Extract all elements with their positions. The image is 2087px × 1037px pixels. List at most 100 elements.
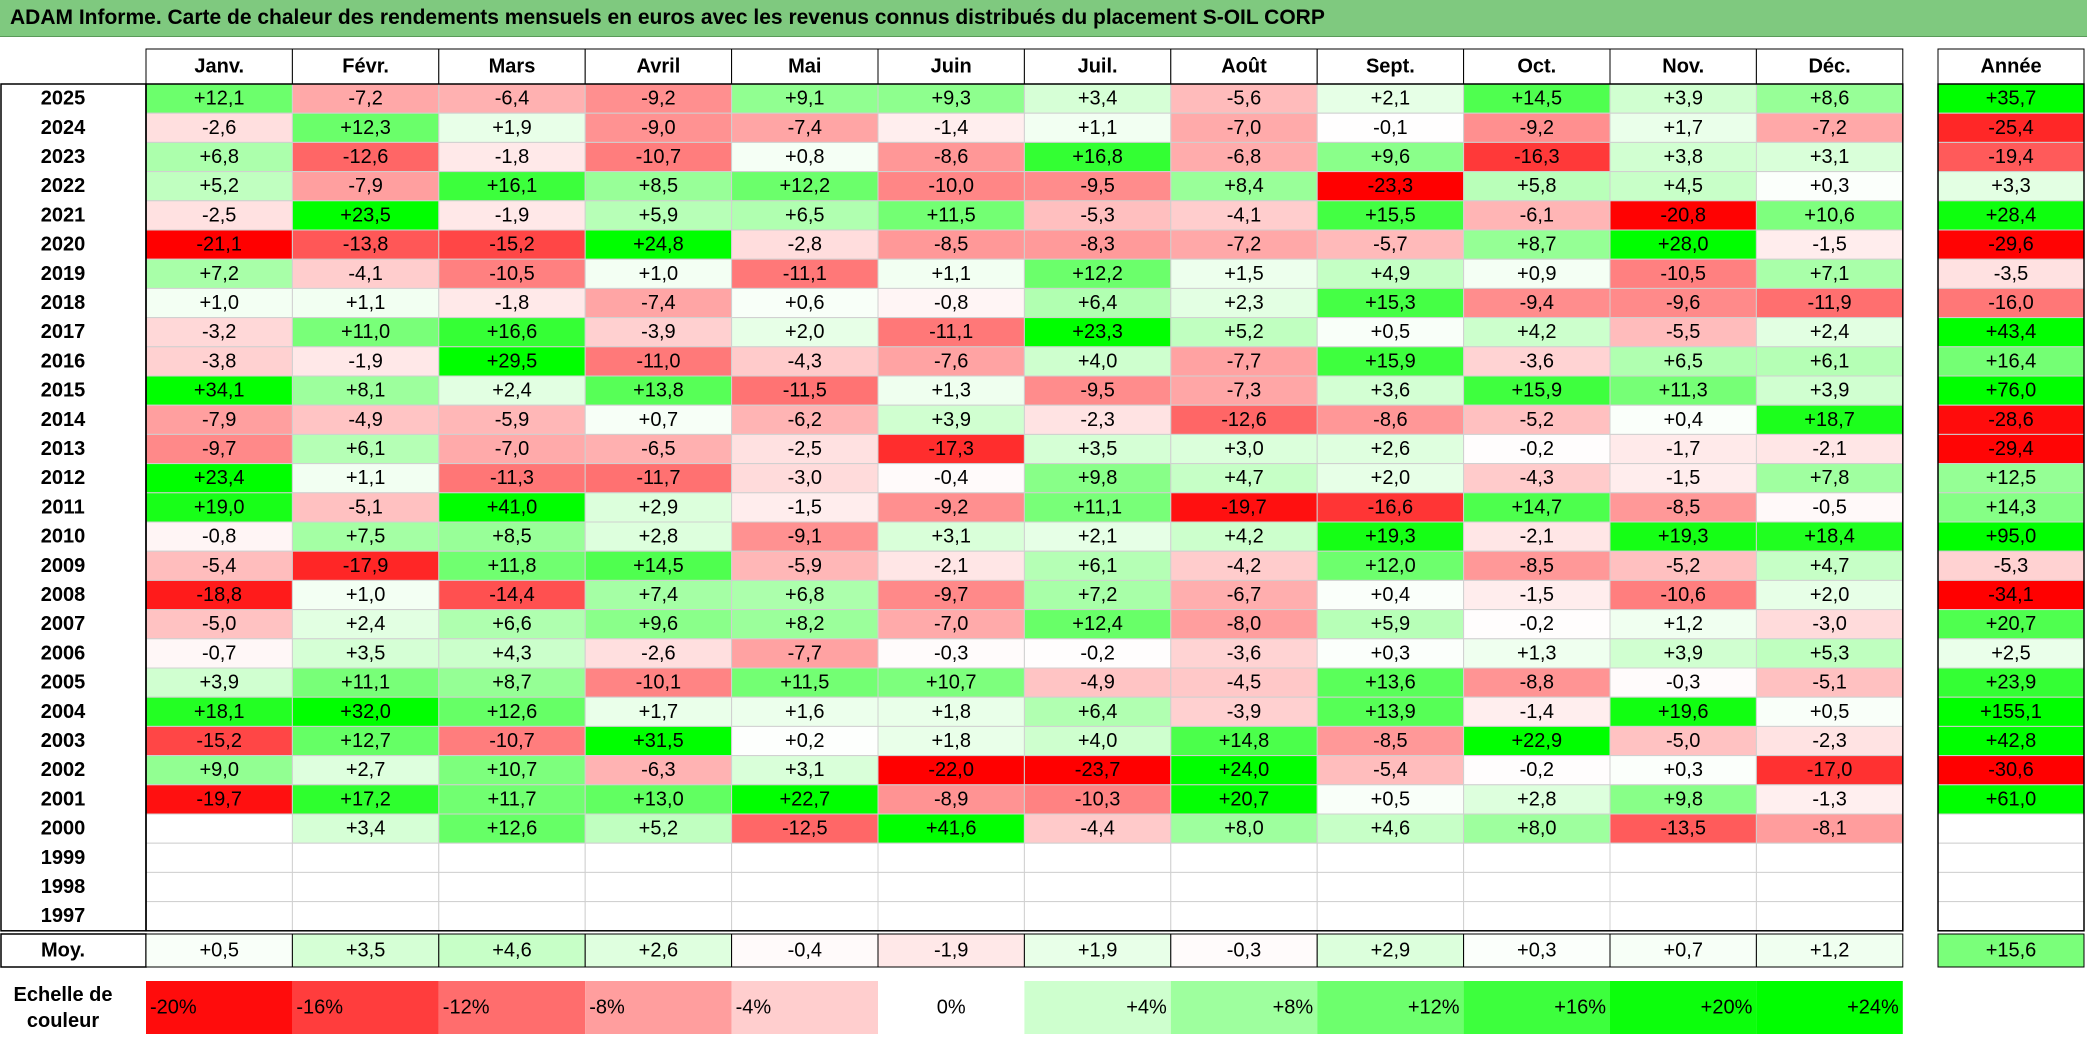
heatmap-cell: [1755, 609, 1904, 640]
cell-value: -12,5: [782, 818, 828, 840]
cell-value: +23,3: [1072, 321, 1123, 343]
cell-value: +8,7: [1517, 234, 1556, 256]
cell-value: -2,1: [1812, 438, 1846, 460]
annual-value: -29,6: [1988, 234, 2034, 256]
cell-value: -2,3: [1080, 409, 1114, 431]
year-label: 2007: [41, 613, 86, 635]
cell-value: +4,0: [1078, 730, 1117, 752]
cell-value: -5,5: [1666, 321, 1700, 343]
cell-value: -9,1: [788, 526, 822, 548]
heatmap-cell: [1463, 375, 1611, 406]
heatmap-cell: [291, 638, 440, 669]
cell-value: -5,2: [1666, 555, 1700, 577]
annual-cell: [1937, 842, 2085, 873]
heatmap-cell: [1463, 871, 1611, 903]
annual-value: +35,7: [1986, 88, 2037, 110]
cell-value: +6,1: [1810, 350, 1849, 372]
cell-value: +4,6: [1371, 818, 1410, 840]
cell-value: +9,0: [199, 759, 238, 781]
cell-value: -9,7: [202, 438, 236, 460]
cell-value: +11,8: [487, 555, 536, 577]
heatmap-cell: [145, 813, 293, 844]
cell-value: +8,4: [1224, 175, 1263, 197]
annual-cell: [1937, 813, 2085, 844]
cell-value: +4,3: [492, 642, 531, 664]
heatmap-cell: [1170, 696, 1318, 727]
heatmap-cell: [584, 755, 733, 786]
scale-step-label: +20%: [1701, 997, 1753, 1019]
annual-value: +76,0: [1986, 380, 2037, 402]
heatmap-cell: [1755, 404, 1904, 435]
year-label: 2024: [41, 117, 86, 139]
heatmap-cell: [438, 433, 586, 465]
annual-value: +23,9: [1986, 672, 2037, 694]
cell-value: -23,3: [1368, 175, 1414, 197]
heatmap-cell: [291, 755, 440, 786]
cell-value: -4,5: [1227, 672, 1261, 694]
annual-value: -3,5: [1994, 263, 2028, 285]
heatmap-cell: [1170, 433, 1318, 465]
heatmap-cell: [877, 287, 1025, 319]
cell-value: +3,1: [931, 526, 970, 548]
cell-value: -1,5: [788, 496, 822, 518]
annual-value: -19,4: [1988, 146, 2034, 168]
scale-swatch: [1170, 981, 1318, 1034]
cell-value: +7,5: [346, 526, 385, 548]
heatmap-cell: [1316, 433, 1465, 465]
cell-value: -5,6: [1227, 88, 1261, 110]
heatmap-cell: [584, 901, 733, 932]
heatmap-cell: [1463, 725, 1611, 757]
heatmap-cell: [1755, 492, 1904, 523]
heatmap-cell: [731, 317, 879, 348]
cell-value: +1,5: [1224, 263, 1263, 285]
annual-value: -34,1: [1988, 584, 2034, 606]
heatmap-cell: [1463, 696, 1611, 727]
cell-value: +0,3: [1810, 175, 1849, 197]
cell-value: +9,8: [1663, 788, 1702, 810]
cell-value: +2,1: [1371, 88, 1410, 110]
annual-cell: [1937, 696, 2085, 727]
heatmap-cell: [145, 579, 293, 611]
heatmap-cell: [584, 433, 733, 465]
average-annual-cell: [1937, 933, 2085, 968]
heatmap-cell: [1023, 521, 1172, 552]
cell-value: +18,4: [1804, 526, 1855, 548]
heatmap-cell: [1316, 112, 1465, 143]
annual-cell: [1937, 550, 2085, 581]
cell-value: -1,5: [1666, 467, 1700, 489]
heatmap-cell: [1609, 696, 1757, 727]
heatmap-cell: [584, 813, 733, 844]
heatmap-cell: [1316, 755, 1465, 786]
heatmap-cell: [877, 521, 1025, 552]
heatmap-cell: [1316, 842, 1465, 873]
heatmap-cell: [1023, 375, 1172, 406]
cell-value: -8,8: [1520, 672, 1554, 694]
cell-value: -9,5: [1080, 175, 1114, 197]
cell-value: -2,5: [788, 438, 822, 460]
cell-value: -1,8: [495, 146, 529, 168]
heatmap-cell: [438, 171, 586, 202]
annual-value: +14,3: [1986, 496, 2037, 518]
cell-value: +14,5: [1511, 88, 1562, 110]
cell-value: +1,0: [199, 292, 238, 314]
cell-value: -10,7: [489, 730, 535, 752]
cell-value: +7,1: [1810, 263, 1849, 285]
title-bar: ADAM Informe. Carte de chaleur des rende…: [0, 0, 2087, 37]
heatmap-cell: [877, 83, 1025, 114]
annual-value: -29,4: [1988, 438, 2034, 460]
cell-value: +3,1: [785, 759, 824, 781]
heatmap-cell: [438, 755, 586, 786]
month-header: Nov.: [1662, 56, 1704, 78]
heatmap-cell: [584, 141, 733, 173]
heatmap-cell: [291, 171, 440, 202]
scale-step-label: +4%: [1126, 997, 1167, 1019]
cell-value: +12,1: [194, 88, 245, 110]
cell-value: +29,5: [487, 350, 538, 372]
heatmap-cell: [291, 83, 440, 114]
cell-value: -9,2: [641, 88, 675, 110]
heatmap-cell: [877, 579, 1025, 611]
heatmap-cell: [1463, 667, 1611, 698]
heatmap-cell: [1023, 258, 1172, 289]
cell-value: -1,5: [1812, 234, 1846, 256]
annual-value: +43,4: [1986, 321, 2037, 343]
